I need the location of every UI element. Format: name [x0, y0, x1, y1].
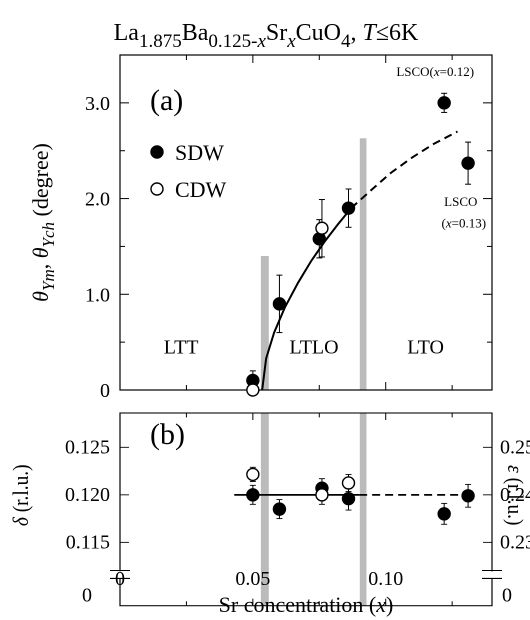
annotation-label: LSCO	[444, 194, 477, 209]
cdw-point	[247, 468, 259, 480]
panel-label-a: (a)	[150, 84, 183, 117]
y-tick-label: 3.0	[85, 93, 110, 115]
sdw-point	[343, 202, 355, 214]
x-tick-label: 0.10	[368, 568, 403, 590]
axis-break	[483, 571, 501, 578]
y-zero-label-left: 0	[82, 584, 92, 606]
y-axis-label-right: ε (r.l.u.)	[503, 465, 526, 525]
annotation-label: (x=0.13)	[442, 215, 487, 230]
y-tick-label-left: 0.115	[66, 532, 110, 554]
cdw-point	[316, 222, 328, 234]
legend-label: CDW	[175, 177, 227, 202]
x-tick-label: 0.05	[235, 568, 270, 590]
phase-label: LTT	[164, 337, 199, 359]
sdw-point	[273, 503, 285, 515]
y-tick-label: 2.0	[85, 189, 110, 211]
phase-boundary-bar	[360, 413, 367, 606]
annotation-label: LSCO(x=0.12)	[396, 64, 474, 79]
phase-boundary-bar	[360, 138, 367, 390]
legend-marker	[151, 146, 163, 158]
panel-label-b: (b)	[150, 418, 185, 451]
legend-marker	[151, 183, 163, 195]
sdw-point	[462, 157, 474, 169]
y-zero-label-right: 0	[502, 584, 512, 606]
y-axis-label-a: θYm, θYch (degree)	[28, 143, 58, 302]
sdw-point	[343, 493, 355, 505]
cdw-point	[247, 384, 259, 396]
sdw-point	[273, 298, 285, 310]
y-axis-label-left: δ (r.l.u.)	[10, 464, 33, 526]
panel-a: 0 1.0 2.0 3.0 θYm, θYch (degree) (a) LTT LTLO LT…	[28, 55, 492, 402]
fit-curve-dashed	[351, 132, 457, 209]
phase-label: LTLO	[289, 337, 338, 359]
phase-label: LTO	[407, 337, 444, 359]
y-tick-label: 0	[100, 380, 110, 402]
y-tick-label-left: 0.125	[65, 436, 110, 458]
legend-label: SDW	[175, 140, 224, 165]
y-tick-label-right: 0.250	[500, 436, 530, 458]
y-tick-label: 1.0	[85, 284, 110, 306]
sdw-point	[438, 97, 450, 109]
sdw-point	[462, 490, 474, 502]
x-tick-label: 0	[115, 568, 125, 590]
sdw-point	[438, 508, 450, 520]
x-axis-label: Sr concentration (x)	[219, 592, 394, 617]
y-tick-label-right: 0.230	[500, 532, 530, 554]
cdw-point	[316, 489, 328, 501]
y-tick-label-left: 0.120	[65, 484, 110, 506]
chart-title: La1.875Ba0.125-xSrxCuO4, T≤6K	[114, 20, 419, 52]
cdw-point	[343, 477, 355, 489]
sdw-point	[247, 489, 259, 501]
